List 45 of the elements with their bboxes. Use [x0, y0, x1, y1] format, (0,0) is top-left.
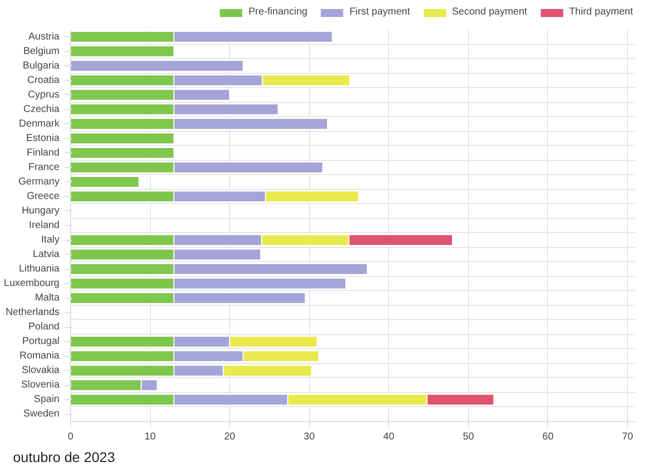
- y-tick-label: Spain: [34, 394, 60, 406]
- y-tick-label: Croatia: [27, 74, 60, 86]
- y-tick-label: Estonia: [26, 132, 60, 144]
- y-tick-label: Malta: [35, 292, 60, 304]
- y-tick-label: Greece: [26, 190, 60, 202]
- y-tick-label: Netherlands: [6, 307, 60, 318]
- y-tick-label: Hungary: [22, 205, 60, 216]
- legend-label: Pre-financing: [248, 6, 308, 18]
- legend-label: Second payment: [452, 6, 528, 18]
- y-tick-label: Czechia: [23, 104, 60, 115]
- x-tick-label: 0: [68, 432, 74, 442]
- bar: [70, 176, 140, 188]
- x-tick-label: 60: [542, 432, 554, 442]
- y-tick-label: Sweden: [23, 408, 60, 420]
- y-tick-label: Bulgaria: [22, 60, 60, 72]
- y-tick-label: Belgium: [23, 46, 60, 57]
- bar: [70, 146, 174, 159]
- x-tick-label: 10: [144, 432, 156, 442]
- y-tick-label: Italy: [41, 234, 60, 246]
- legend-label: First payment: [349, 6, 410, 18]
- y-tick-label: Portugal: [22, 336, 60, 348]
- y-tick-label: Lithuania: [18, 264, 60, 275]
- text: outubro de 2023: [13, 448, 115, 466]
- y-tick-label: France: [28, 162, 60, 173]
- x-tick-label: 40: [383, 432, 395, 442]
- y-tick-label: Slovenia: [21, 380, 60, 391]
- y-tick-label: Latvia: [32, 249, 60, 260]
- y-tick-label: Romania: [19, 350, 60, 362]
- y-tick-label: Germany: [18, 176, 60, 188]
- x-tick-label: 70: [622, 432, 634, 442]
- y-tick-label: Cyprus: [28, 89, 60, 100]
- x-tick-label: 30: [304, 432, 316, 442]
- legend-label: Third payment: [569, 6, 633, 18]
- bar: [70, 132, 174, 144]
- y-tick-label: Ireland: [28, 220, 60, 231]
- x-tick-label: 50: [462, 432, 474, 442]
- bar: [70, 60, 244, 72]
- bar: [70, 45, 174, 58]
- y-tick-label: Finland: [26, 147, 60, 158]
- x-tick-label: 20: [224, 432, 236, 442]
- y-tick-label: Luxembourg: [4, 278, 60, 290]
- y-tick-label: Slovakia: [22, 365, 60, 376]
- y-tick-label: Poland: [28, 322, 60, 333]
- y-tick-label: Austria: [28, 31, 60, 42]
- y-tick-label: Denmark: [18, 118, 60, 130]
